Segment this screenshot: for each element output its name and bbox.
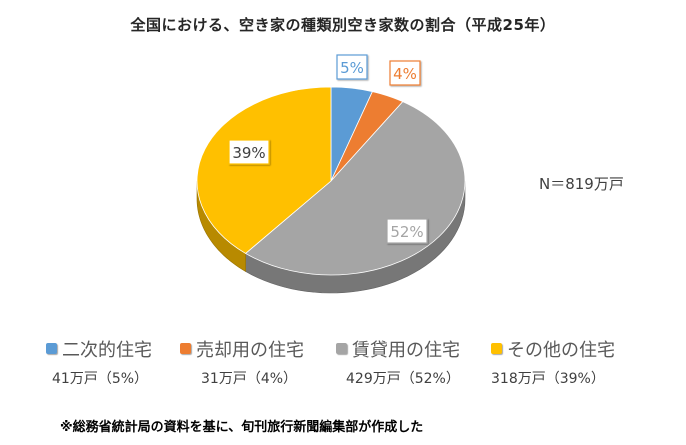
source-note: ※総務省統計局の資料を基に、旬刊旅行新聞編集部が作成した xyxy=(60,420,424,435)
data-label-rental-housing: 52% xyxy=(386,218,428,244)
svg-text:4%: 4% xyxy=(393,65,417,83)
legend-swatch xyxy=(180,343,191,354)
legend-label: 売却用の住宅 xyxy=(196,340,304,361)
data-label-secondary-housing: 5% xyxy=(336,54,368,80)
legend: 二次的住宅 41万戸（5%） 売却用の住宅 31万戸（4%） 賃貸用の住宅 42… xyxy=(0,336,686,396)
legend-label: その他の住宅 xyxy=(507,340,615,361)
legend-swatch xyxy=(491,343,502,354)
legend-value: 31万戸（4%） xyxy=(201,371,298,387)
svg-text:5%: 5% xyxy=(340,59,364,77)
chart-title: 全国における、空き家の種類別空き家数の割合（平成25年） xyxy=(130,16,556,34)
legend-label: 賃貸用の住宅 xyxy=(352,340,460,361)
sample-size-note: N＝819万戸 xyxy=(539,175,624,193)
pie-slices xyxy=(196,86,466,276)
legend-label: 二次的住宅 xyxy=(62,340,152,361)
legend-swatch xyxy=(336,343,347,354)
legend-swatch xyxy=(46,343,57,354)
data-label-other-housing: 39% xyxy=(228,139,270,165)
slice-other-housing xyxy=(196,86,332,254)
svg-text:52%: 52% xyxy=(390,223,423,241)
svg-text:39%: 39% xyxy=(232,144,265,162)
legend-value: 429万戸（52%） xyxy=(346,371,460,387)
pie-data-labels: 5% 4% 52% 39% xyxy=(228,54,428,244)
legend-value: 318万戸（39%） xyxy=(491,371,605,387)
legend-value: 41万戸（5%） xyxy=(52,371,149,387)
data-label-for-sale-housing: 4% xyxy=(389,60,421,86)
